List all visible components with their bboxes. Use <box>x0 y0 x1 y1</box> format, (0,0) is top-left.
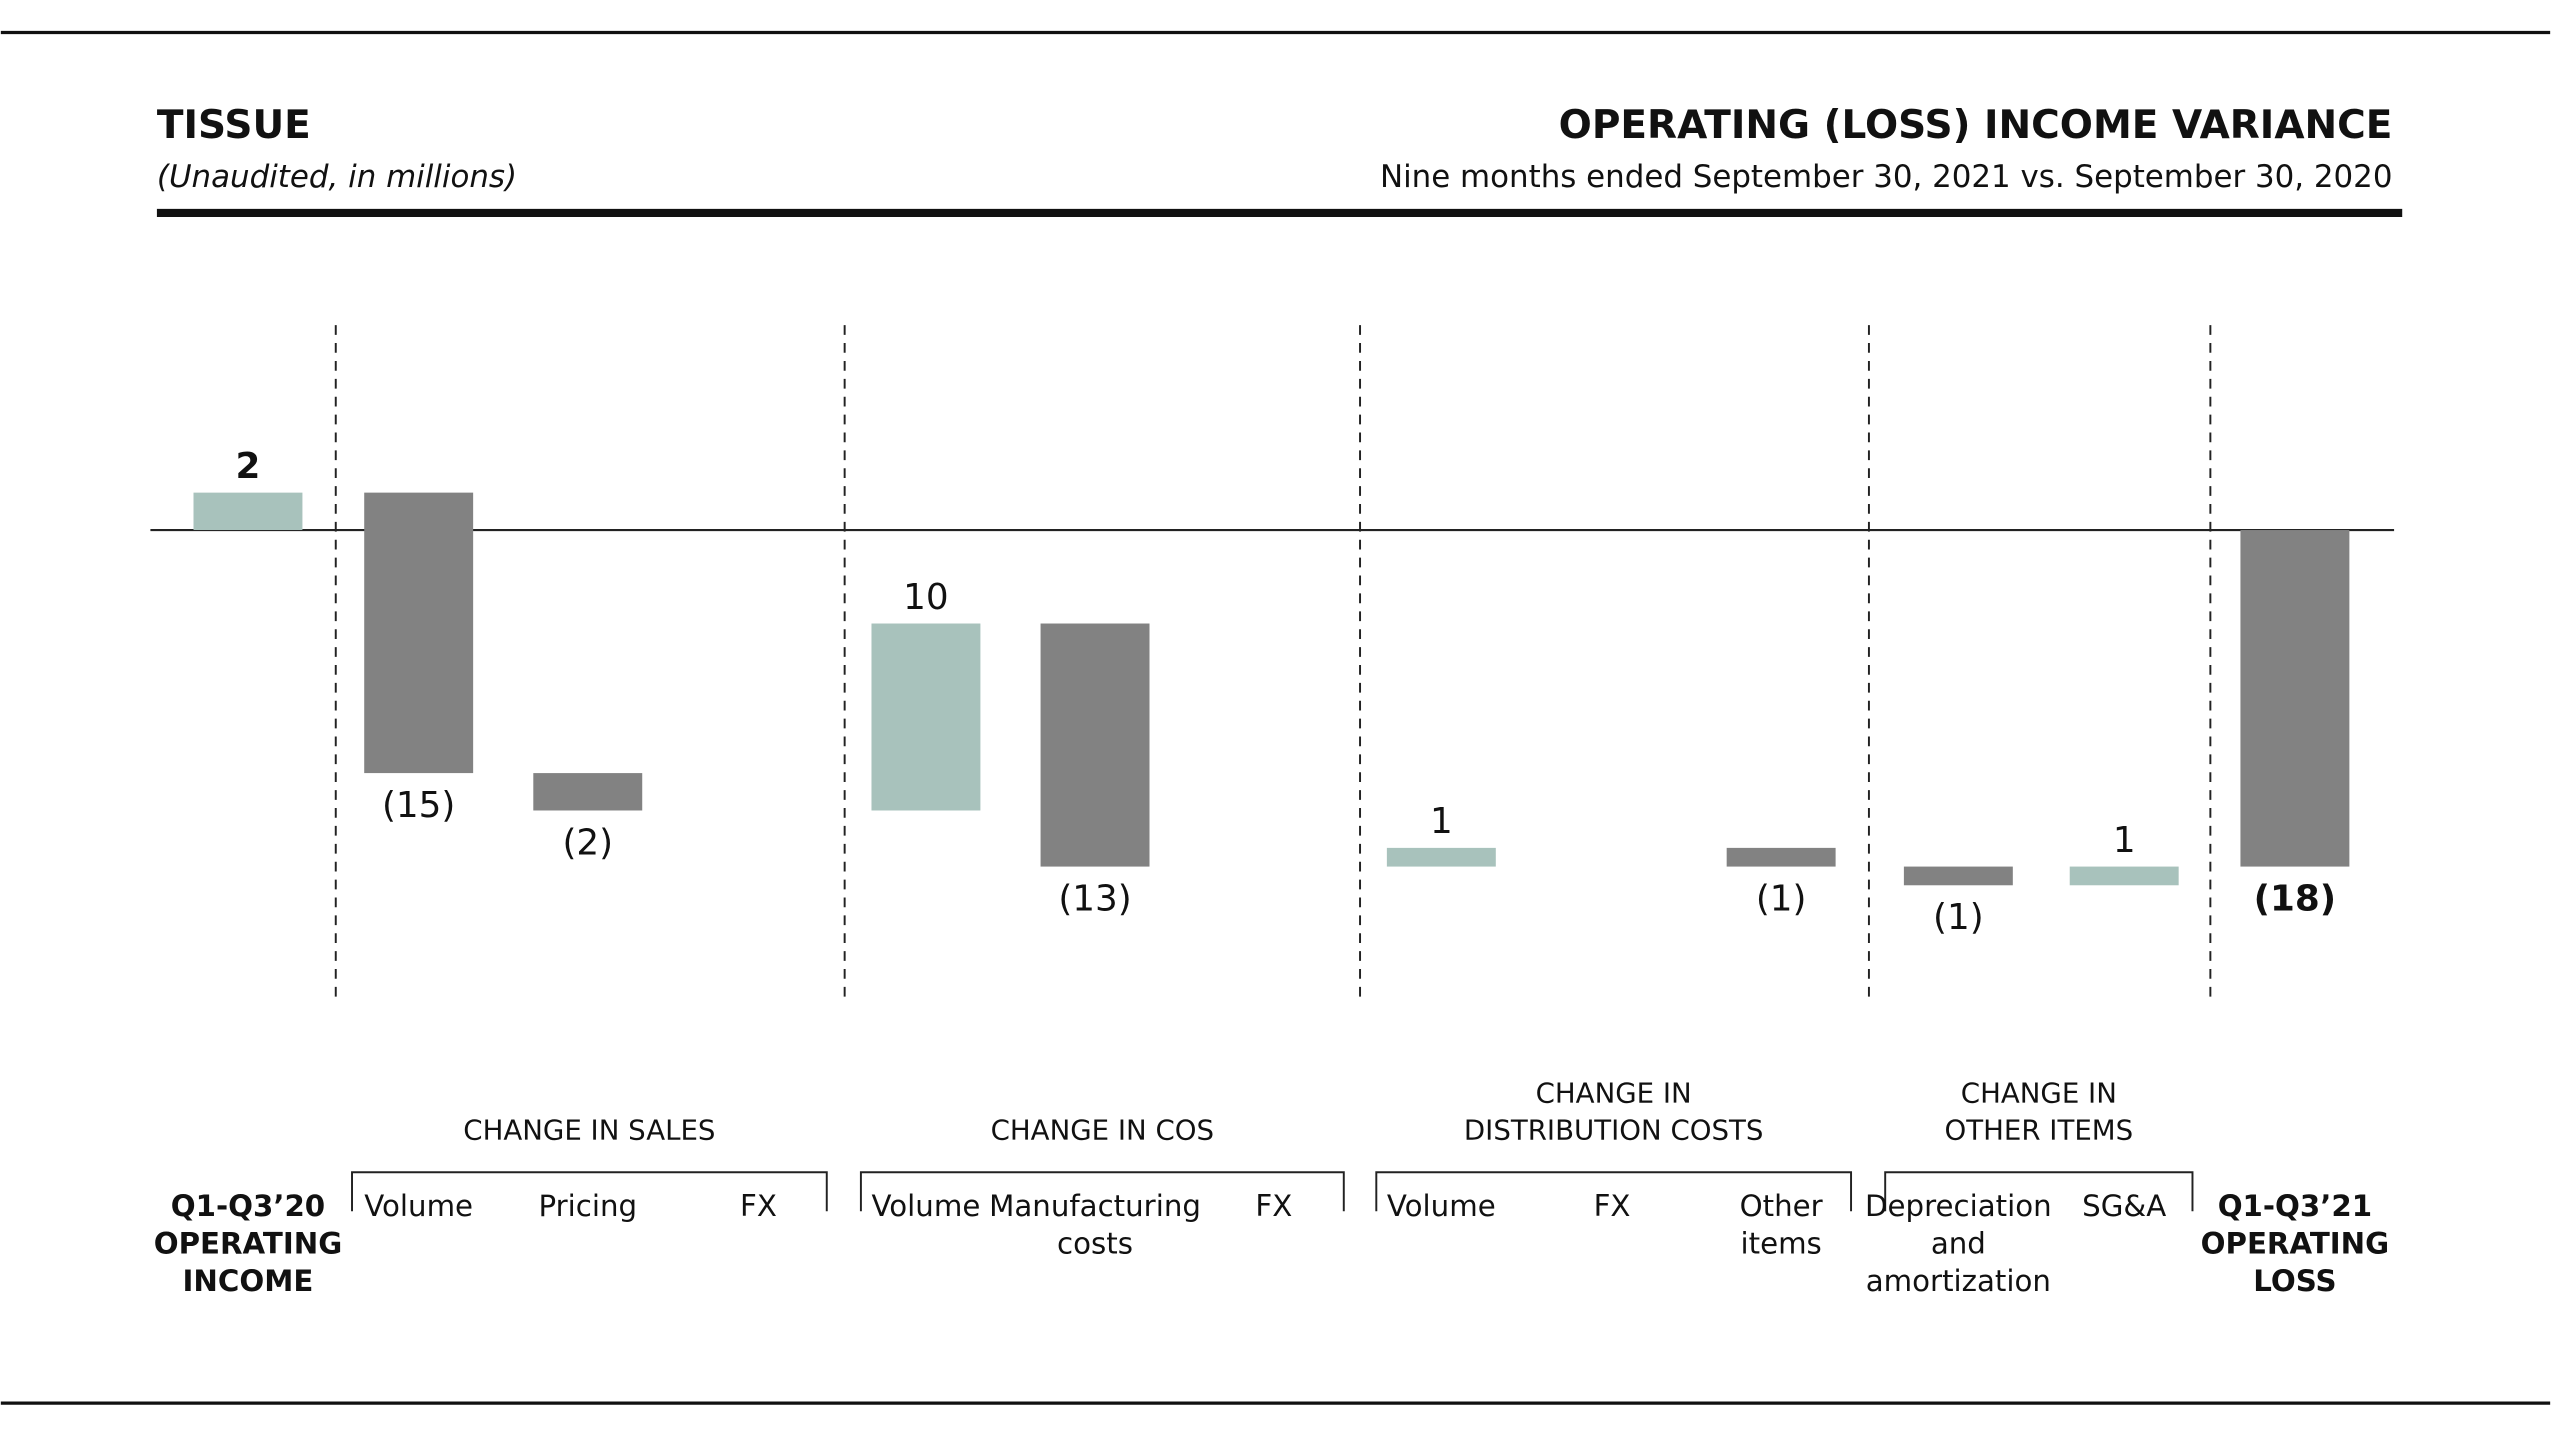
bar <box>871 623 981 811</box>
group-label: DISTRIBUTION COSTS <box>1464 1114 1764 1147</box>
x-tick-label: OPERATING <box>154 1227 343 1261</box>
value-label: (1) <box>1933 897 1984 938</box>
bar <box>364 492 474 774</box>
value-label: (15) <box>382 785 455 826</box>
value-label: 1 <box>1430 801 1453 842</box>
bar <box>2069 866 2179 886</box>
x-tick-label: Manufacturing <box>989 1189 1201 1223</box>
bar <box>1386 847 1496 867</box>
x-tick-label: Other <box>1740 1189 1824 1223</box>
x-tick-label: and <box>1931 1227 1986 1261</box>
bar <box>1040 623 1150 867</box>
group-bracket <box>1375 1171 1853 1212</box>
bar <box>1903 866 2013 886</box>
bar <box>533 773 643 811</box>
group-bracket <box>859 1171 1345 1212</box>
x-tick-label: items <box>1740 1227 1821 1261</box>
x-tick-label: LOSS <box>2253 1264 2336 1298</box>
group-label: CHANGE IN <box>1536 1076 1692 1109</box>
group-label: CHANGE IN SALES <box>463 1114 715 1147</box>
x-tick-label: Q1-Q3’20 <box>171 1189 325 1223</box>
x-tick-label: Volume <box>364 1189 473 1223</box>
x-tick-label: Pricing <box>538 1189 637 1223</box>
x-tick-label: amortization <box>1866 1264 2051 1298</box>
group-bracket <box>351 1171 828 1212</box>
x-tick-label: Volume <box>872 1189 981 1223</box>
x-tick-label: FX <box>1594 1189 1631 1223</box>
bar <box>1726 847 1836 867</box>
value-label: (13) <box>1058 878 1131 919</box>
bar <box>193 492 303 531</box>
title: TISSUE <box>157 103 311 148</box>
value-label: (2) <box>562 822 613 863</box>
value-label: (18) <box>2254 878 2336 919</box>
right-subtitle: Nine months ended September 30, 2021 vs.… <box>1380 159 2392 195</box>
x-tick-label: OPERATING <box>2201 1227 2390 1261</box>
group-label: CHANGE IN COS <box>991 1114 1214 1147</box>
x-tick-label: Depreciation <box>1865 1189 2052 1223</box>
group-label: CHANGE IN <box>1961 1076 2117 1109</box>
x-tick-label: SG&A <box>2082 1189 2166 1223</box>
group-label: OTHER ITEMS <box>1945 1114 2134 1147</box>
value-label: (1) <box>1756 878 1807 919</box>
right-title: OPERATING (LOSS) INCOME VARIANCE <box>1559 103 2393 148</box>
value-label: 1 <box>2113 820 2136 861</box>
x-tick-label: INCOME <box>183 1264 314 1298</box>
bar <box>2240 530 2350 867</box>
x-tick-label: costs <box>1057 1227 1133 1261</box>
x-tick-label: FX <box>740 1189 777 1223</box>
x-tick-label: FX <box>1255 1189 1292 1223</box>
x-tick-label: Volume <box>1387 1189 1496 1223</box>
value-label: 10 <box>903 577 949 618</box>
x-tick-label: Q1-Q3’21 <box>2218 1189 2372 1223</box>
group-bracket <box>1884 1171 2194 1212</box>
value-label: 2 <box>236 446 261 487</box>
subtitle: (Unaudited, in millions) <box>157 159 517 195</box>
